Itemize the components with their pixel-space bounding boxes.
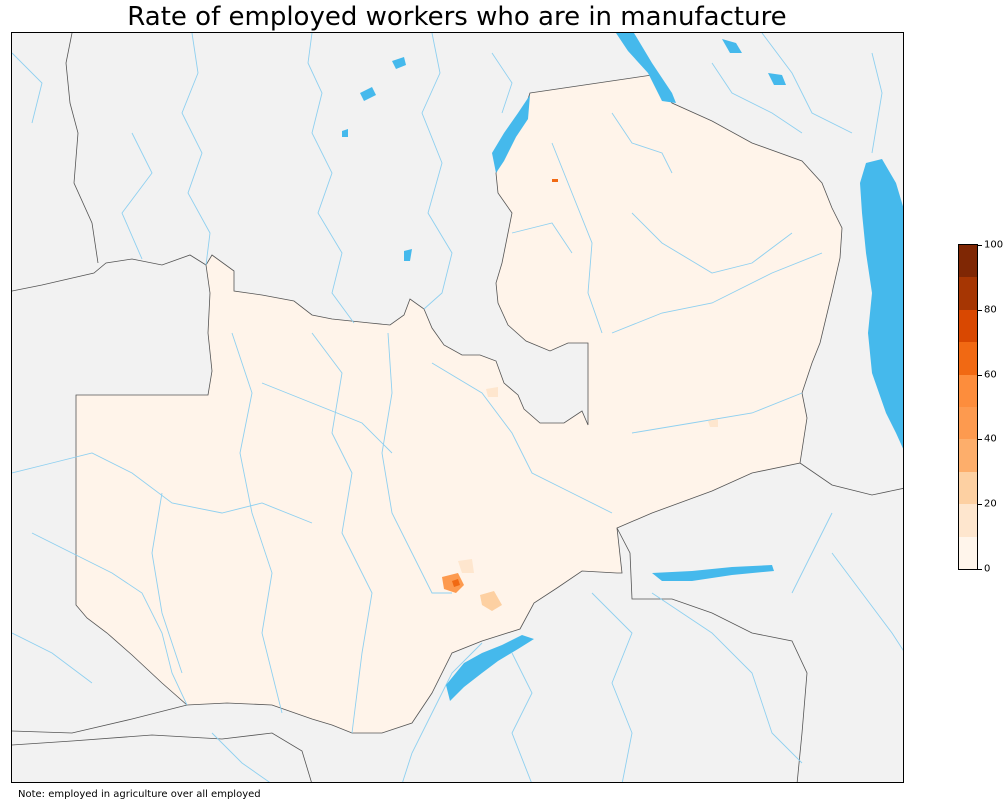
country-region [75, 74, 843, 734]
colorbar-tick [978, 569, 982, 570]
colorbar-tick [978, 374, 982, 376]
colorbar-tick-label: 20 [984, 498, 997, 510]
hotspot-south [458, 559, 474, 573]
lake-small-1 [404, 249, 412, 261]
colorbar-tick [978, 504, 982, 506]
colorbar-bin [959, 277, 977, 310]
colorbar-bin [959, 504, 977, 537]
lake-cahora-bassa [652, 565, 774, 581]
colorbar-bin [959, 342, 977, 375]
colorbar-bin [959, 374, 977, 407]
colorbar-tick [978, 309, 982, 311]
lake-mweru [492, 95, 530, 173]
lake-bangweulu-2 [392, 57, 406, 69]
rivers [12, 33, 903, 782]
lake-kariba [446, 635, 534, 701]
colorbar-bin [959, 245, 977, 278]
colorbar-bin [959, 536, 977, 569]
water-bodies [342, 33, 903, 701]
colorbar-tick-label: 60 [984, 369, 997, 381]
hotspot-kafue [480, 591, 502, 611]
colorbar-tick-label: 100 [984, 239, 1004, 251]
hotspot-east [708, 419, 718, 427]
colorbar-bin [959, 439, 977, 472]
lake-malawi [860, 159, 903, 449]
colorbar-tick [978, 245, 982, 246]
colorbar-tick [978, 439, 982, 441]
map-note: Note: employed in agriculture over all e… [18, 789, 261, 800]
lake-bangweulu-1 [360, 87, 376, 101]
colorbar-tick-label: 0 [984, 563, 991, 575]
lake-tanganyika [616, 33, 676, 103]
map-canvas [12, 33, 903, 782]
hotspot-central [486, 387, 498, 397]
hotspot-north [552, 179, 558, 182]
lake-small-4 [342, 129, 348, 137]
lake-small-2 [722, 39, 742, 53]
hotspot-lusaka-core [452, 579, 460, 587]
colorbar-bin [959, 471, 977, 505]
colorbar-tick-label: 40 [984, 433, 997, 445]
district-hotspots [442, 179, 718, 611]
colorbar-bin [959, 407, 977, 440]
colorbar-tick-label: 80 [984, 304, 997, 316]
map-frame [11, 32, 904, 783]
colorbar-bin [959, 309, 977, 343]
colorbar [958, 244, 978, 570]
lake-small-3 [768, 73, 786, 85]
map-title: Rate of employed workers who are in manu… [127, 2, 787, 32]
